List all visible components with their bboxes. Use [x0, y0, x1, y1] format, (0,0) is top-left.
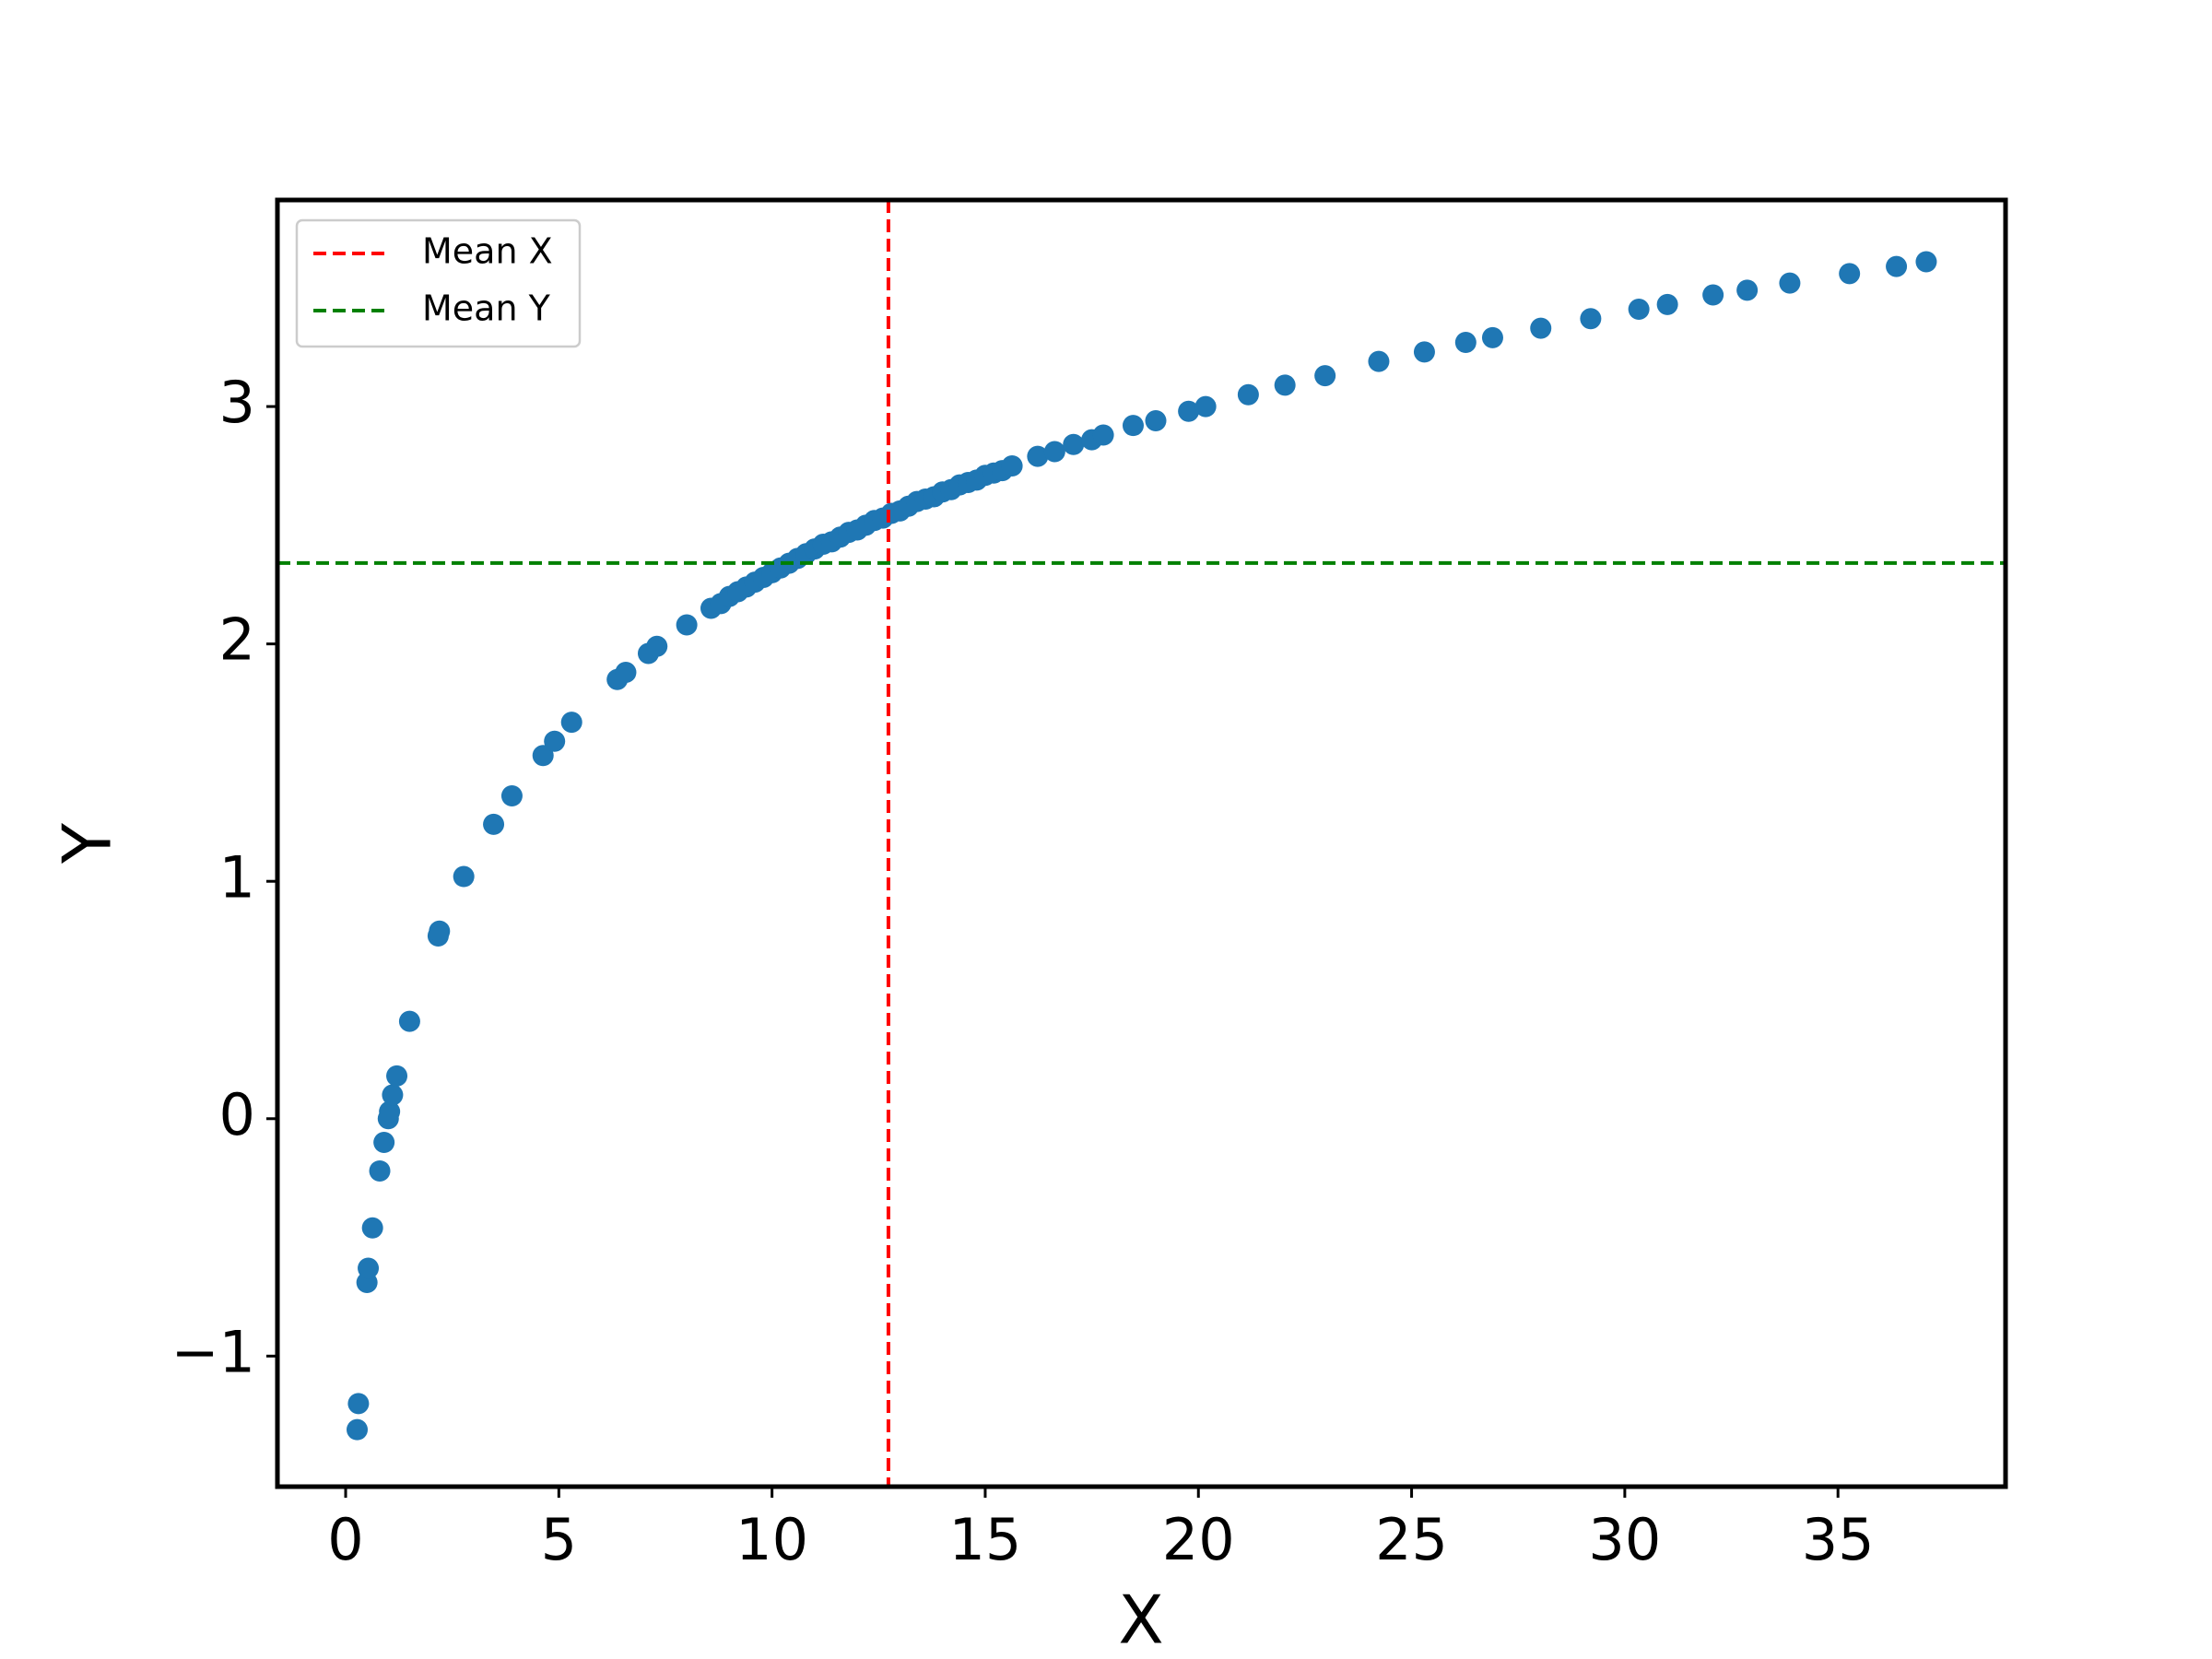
point: [1736, 279, 1759, 301]
point: [373, 1132, 395, 1154]
point: [1628, 298, 1650, 320]
point: [1178, 400, 1200, 422]
x-tick-label: 35: [1802, 1506, 1875, 1573]
point: [1043, 441, 1065, 463]
point: [398, 1010, 420, 1032]
point: [1580, 308, 1602, 330]
point: [347, 1418, 369, 1441]
point: [1145, 410, 1167, 432]
point: [358, 1257, 380, 1279]
x-tick-label: 25: [1375, 1506, 1448, 1573]
point: [1001, 454, 1023, 477]
point: [1839, 263, 1861, 285]
x-tick-label: 10: [735, 1506, 808, 1573]
legend-label: Mean X: [422, 231, 553, 272]
point: [676, 614, 698, 636]
point: [1237, 383, 1259, 406]
point: [1092, 424, 1114, 446]
point: [453, 865, 475, 888]
point: [379, 1100, 401, 1123]
plot-frame: [275, 197, 2008, 1489]
point: [429, 920, 451, 942]
point: [560, 712, 582, 734]
point: [347, 1393, 370, 1415]
point: [1779, 272, 1801, 294]
point: [483, 813, 505, 835]
point: [1274, 374, 1296, 396]
y-tick-label: 3: [219, 369, 255, 436]
point: [1915, 251, 1937, 273]
x-tick-label: 20: [1162, 1506, 1235, 1573]
x-tick-label: 0: [327, 1506, 363, 1573]
point: [1656, 293, 1678, 315]
point: [386, 1065, 408, 1087]
point: [1194, 395, 1217, 418]
y-tick-label: 2: [219, 606, 255, 674]
x-tick-label: 5: [541, 1506, 577, 1573]
point: [1063, 433, 1085, 455]
y-tick-label: 1: [219, 843, 255, 911]
point: [1314, 365, 1336, 387]
point: [646, 635, 668, 657]
point: [1122, 415, 1144, 437]
point: [532, 745, 554, 767]
point: [1886, 255, 1908, 277]
point: [1368, 350, 1390, 372]
y-tick-label: −1: [171, 1318, 255, 1385]
point: [361, 1217, 383, 1239]
point: [382, 1084, 404, 1106]
point: [615, 662, 637, 684]
point: [369, 1159, 391, 1182]
point: [1027, 445, 1049, 467]
y-axis-label: Y: [49, 822, 126, 865]
x-tick-label: 15: [948, 1506, 1021, 1573]
legend-box: [295, 218, 582, 348]
point: [1413, 341, 1435, 363]
point: [1702, 284, 1724, 306]
point: [500, 784, 523, 806]
point: [1454, 332, 1477, 354]
point: [1481, 326, 1503, 348]
x-axis-label: X: [1118, 1582, 1163, 1659]
y-tick-label: 0: [219, 1081, 255, 1148]
point: [1530, 317, 1552, 339]
x-tick-label: 30: [1588, 1506, 1661, 1573]
legend-label: Mean Y: [422, 288, 551, 329]
point: [544, 730, 566, 752]
